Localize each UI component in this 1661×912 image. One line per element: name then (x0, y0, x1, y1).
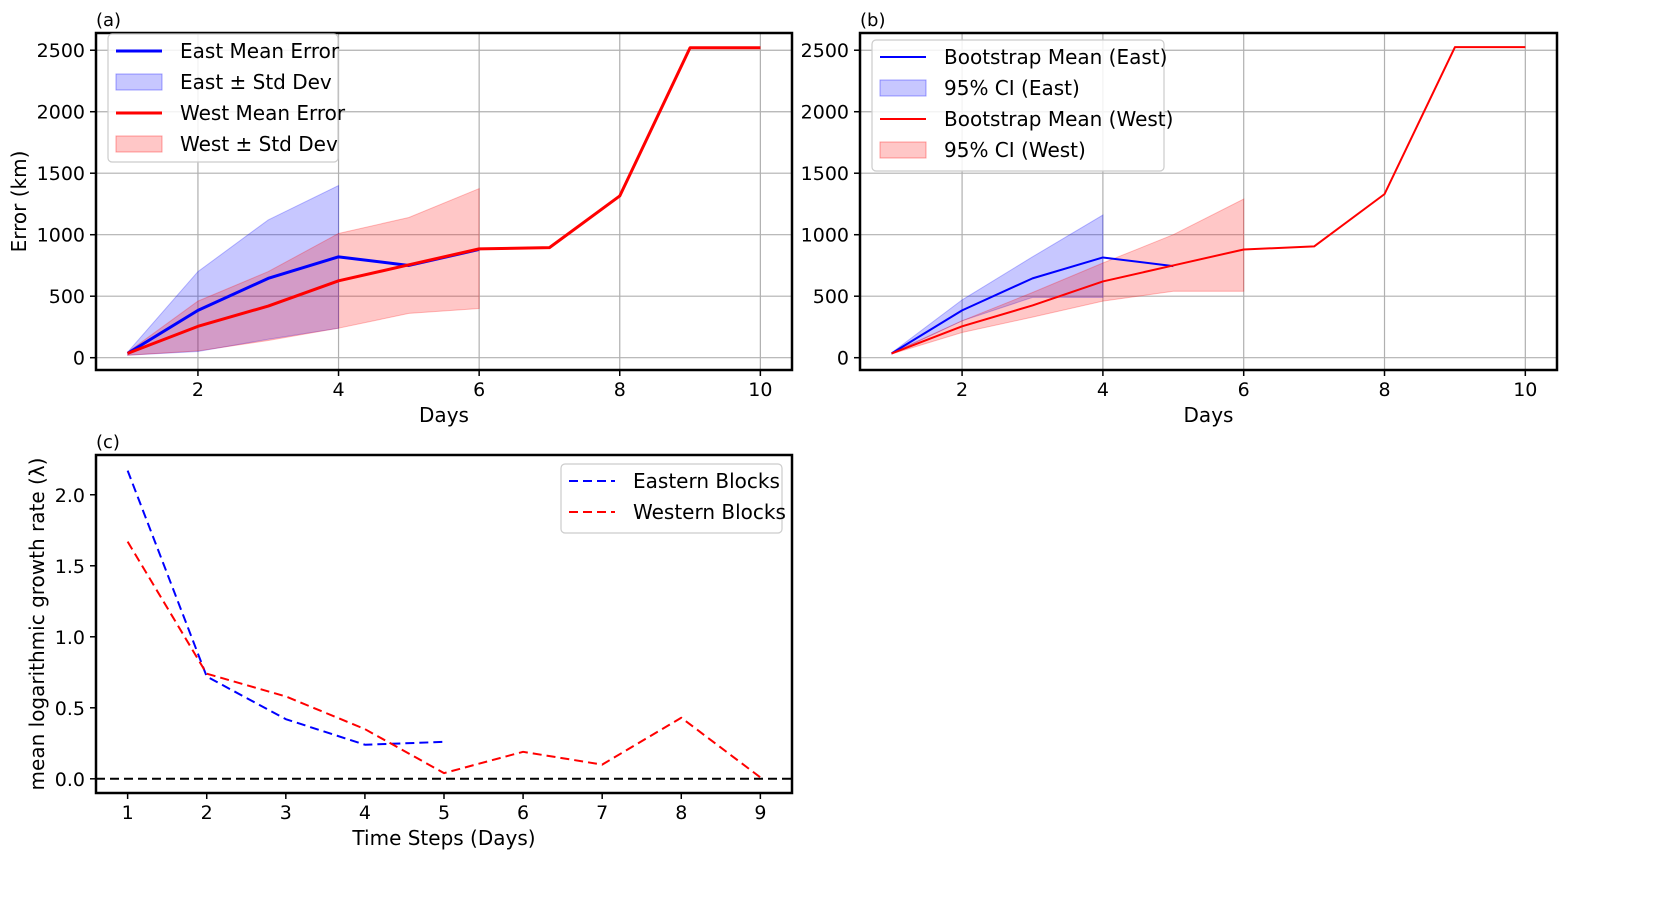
legend-label: 95% CI (West) (944, 138, 1086, 162)
legend: Bootstrap Mean (East) 95% CI (East) Bootst… (871, 39, 1173, 172)
legend-label: West Mean Error (180, 101, 346, 125)
y-tick-label: 2500 (801, 40, 849, 62)
series-eastern-blocks (126, 470, 445, 746)
legend-box (560, 463, 783, 534)
y-tick-label: 2.0 (55, 485, 85, 507)
x-tick-label: 6 (1238, 379, 1250, 401)
x-tick-label: 8 (1378, 379, 1390, 401)
series-bootstrap-mean-east- (891, 256, 1174, 355)
x-tick-label: 4 (332, 379, 344, 401)
panel-c-growth-rate: 1 2 3 4 5 6 7 8 9 0.0 0.5 1.0 1.5 2.0 Time Steps (Days… (25, 432, 794, 850)
x-tick-label: 10 (1513, 379, 1537, 401)
x-tick-label: 2 (956, 379, 968, 401)
band-95-ci-west- (891, 198, 1245, 355)
y-tick-label: 2000 (37, 102, 85, 124)
y-tick-label: 0 (837, 348, 849, 370)
legend-label: Bootstrap Mean (West) (944, 107, 1173, 131)
legend: Eastern Blocks Western Blocks (560, 463, 786, 534)
band-95-ci-east- (891, 214, 1104, 355)
series-west-mean-error (127, 46, 761, 355)
y-tick-label: 0 (73, 348, 85, 370)
x-tick-label: 4 (359, 802, 371, 824)
legend-swatch-band (115, 73, 163, 91)
panel-label: (c) (96, 432, 120, 453)
legend-label: East Mean Error (180, 39, 340, 63)
band-west-std-dev (127, 187, 480, 356)
x-tick-label: 9 (754, 802, 766, 824)
y-tick-label: 500 (813, 286, 849, 308)
plot-frame (858, 31, 1559, 372)
y-tick-label: 2500 (37, 40, 85, 62)
legend-box (107, 33, 339, 163)
legend-label: Bootstrap Mean (East) (944, 45, 1167, 69)
y-tick-label: 0.5 (55, 698, 85, 720)
x-tick-label: 7 (596, 802, 608, 824)
y-axis-title: mean logarithmic growth rate (λ) (25, 458, 49, 791)
legend-label: 95% CI (East) (944, 76, 1080, 100)
legend-label: Eastern Blocks (633, 469, 780, 493)
legend-label: West ± Std Dev (180, 132, 338, 156)
y-tick-label: 1500 (37, 163, 85, 185)
panel-b-bootstrap: 2 4 6 8 10 0 500 1000 1500 2000 2500 Days (b) Bootstr… (801, 10, 1559, 427)
x-tick-label: 8 (675, 802, 687, 824)
x-tick-label: 8 (614, 379, 626, 401)
x-tick-label: 5 (438, 802, 450, 824)
series-western-blocks (126, 541, 761, 779)
y-tick-label: 1000 (37, 225, 85, 247)
panel-a-error-growth: 2 4 6 8 10 0 500 1000 1500 2000 2500 Days Error (km)… (7, 10, 794, 427)
y-tick-label: 1500 (801, 163, 849, 185)
y-tick-label: 1000 (801, 225, 849, 247)
band-east-std-dev (127, 184, 340, 356)
y-tick-label: 2000 (801, 102, 849, 124)
x-tick-label: 3 (280, 802, 292, 824)
panel-label: (a) (96, 10, 121, 31)
plot-frame (94, 31, 794, 372)
series-bootstrap-mean-west- (891, 46, 1526, 355)
y-tick-label: 0.0 (55, 769, 85, 791)
x-axis-title: Time Steps (Days) (351, 826, 535, 850)
x-tick-label: 2 (201, 802, 213, 824)
x-tick-label: 2 (192, 379, 204, 401)
x-tick-label: 6 (517, 802, 529, 824)
x-tick-label: 10 (748, 379, 772, 401)
legend-box (871, 39, 1165, 172)
y-tick-label: 1.0 (55, 627, 85, 649)
x-axis-title: Days (419, 403, 469, 427)
legend-swatch-band (879, 141, 927, 159)
x-tick-label: 4 (1097, 379, 1109, 401)
legend-label: East ± Std Dev (180, 70, 332, 94)
legend-swatch-band (879, 79, 927, 97)
x-tick-label: 6 (473, 379, 485, 401)
y-tick-label: 500 (49, 286, 85, 308)
x-tick-label: 1 (122, 802, 134, 824)
legend: East Mean Error East ± Std Dev West Mean E… (107, 33, 346, 163)
legend-label: Western Blocks (633, 500, 786, 524)
y-tick-label: 1.5 (55, 556, 85, 578)
y-axis-title: Error (km) (7, 151, 31, 253)
panel-label: (b) (860, 10, 885, 31)
legend-swatch-band (115, 135, 163, 153)
x-axis-title: Days (1184, 403, 1234, 427)
